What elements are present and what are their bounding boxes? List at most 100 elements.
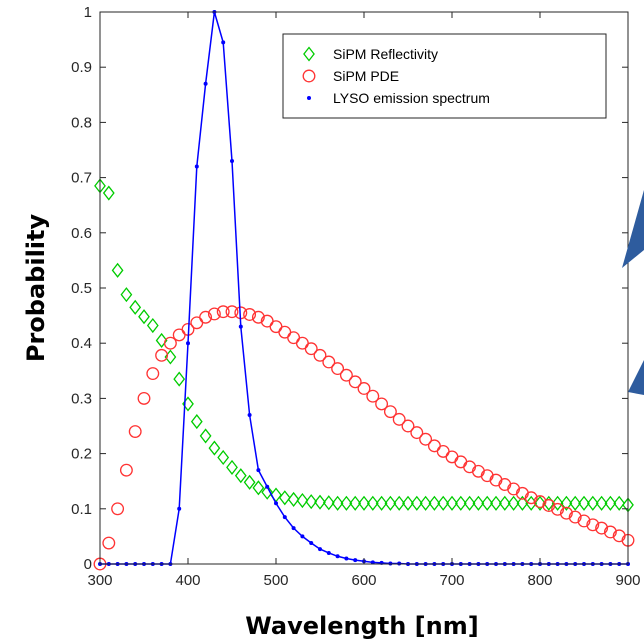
series-3-point bbox=[265, 484, 270, 489]
series-1-point bbox=[454, 495, 467, 511]
series-1-point bbox=[437, 495, 450, 511]
x-tick-label: 700 bbox=[439, 572, 464, 589]
series-2-point bbox=[111, 502, 125, 516]
series-1-point bbox=[410, 495, 423, 511]
y-tick-label: 0.2 bbox=[71, 446, 92, 463]
series-2-point bbox=[595, 521, 609, 535]
series-1-point bbox=[446, 495, 458, 511]
series-1-point bbox=[613, 495, 626, 511]
series-3-point bbox=[309, 541, 314, 546]
series-2-point bbox=[331, 362, 345, 376]
series-1-point bbox=[146, 317, 159, 334]
y-tick-label: 0.7 bbox=[71, 170, 92, 187]
series-3-point bbox=[300, 534, 305, 539]
series-1-point bbox=[296, 492, 309, 509]
series-3-point bbox=[203, 81, 208, 86]
series-1-point bbox=[314, 494, 326, 510]
series-1-point bbox=[199, 428, 212, 444]
series-1-point bbox=[569, 495, 582, 511]
series-2-point bbox=[507, 482, 521, 496]
legend-entry: SiPM Reflectivity bbox=[303, 46, 438, 62]
series-1-point bbox=[551, 495, 564, 511]
series-3-point bbox=[344, 556, 349, 561]
series-1-point bbox=[155, 332, 168, 348]
series-1-point bbox=[252, 480, 265, 496]
series-3-point bbox=[230, 159, 234, 164]
series-2-point bbox=[322, 355, 336, 369]
series-1-point bbox=[490, 495, 502, 511]
partial-shape-lower bbox=[628, 360, 644, 395]
series-2-point bbox=[216, 305, 230, 319]
legend-label: SiPM Reflectivity bbox=[333, 46, 438, 62]
series-1-point bbox=[173, 371, 186, 387]
series-1-point bbox=[419, 495, 432, 511]
legend-entry: LYSO emission spectrum bbox=[307, 90, 490, 106]
legend-label: SiPM PDE bbox=[333, 68, 399, 84]
series-3-point bbox=[238, 324, 243, 329]
series-2-point bbox=[524, 491, 538, 505]
series-1-point bbox=[358, 495, 370, 511]
series-1-point bbox=[402, 495, 414, 511]
legend-marker bbox=[303, 46, 315, 62]
legend-entry: SiPM PDE bbox=[302, 68, 399, 84]
x-tick-label: 600 bbox=[351, 572, 376, 589]
y-tick-label: 0 bbox=[84, 556, 92, 573]
series-2-point bbox=[225, 305, 239, 319]
series-1-point bbox=[102, 185, 115, 201]
series-2-point bbox=[586, 518, 600, 532]
series-1-point bbox=[349, 495, 362, 511]
series-2-point bbox=[155, 348, 169, 362]
series-2-point bbox=[146, 367, 160, 381]
series-1-point bbox=[129, 299, 142, 315]
series-2-point bbox=[577, 514, 591, 528]
series-1-point bbox=[428, 495, 441, 511]
series-2-point bbox=[471, 464, 485, 478]
series-2-point bbox=[243, 308, 257, 321]
series-3-point bbox=[291, 526, 296, 531]
series-2-point bbox=[568, 510, 582, 524]
series-2-point bbox=[287, 331, 301, 345]
series-1-point bbox=[243, 474, 256, 490]
series-2-point bbox=[427, 439, 441, 453]
series-3-point bbox=[397, 561, 402, 566]
series-2-point bbox=[559, 506, 573, 520]
series-1-point bbox=[498, 495, 511, 511]
series-1-point bbox=[287, 491, 300, 507]
series-3-point bbox=[282, 515, 287, 520]
series-2-point bbox=[410, 426, 424, 440]
x-tick-label: 500 bbox=[263, 572, 288, 589]
series-2-point bbox=[463, 460, 477, 474]
series-2-point bbox=[383, 405, 397, 419]
series-2-point bbox=[119, 463, 133, 477]
series-1-point bbox=[604, 495, 617, 511]
series-2-point bbox=[401, 419, 415, 433]
series-1 bbox=[94, 178, 634, 513]
series-1-point bbox=[560, 495, 573, 511]
series-1-point bbox=[120, 287, 133, 303]
y-tick-label: 1 bbox=[84, 4, 92, 21]
series-2-point bbox=[269, 320, 283, 334]
series-2-point bbox=[199, 310, 213, 324]
legend-box bbox=[282, 33, 607, 119]
series-1-point bbox=[578, 495, 590, 511]
series-2-point bbox=[163, 336, 177, 350]
series-1-point bbox=[278, 490, 291, 506]
series-2-point bbox=[295, 336, 309, 350]
series-1-point bbox=[384, 495, 397, 511]
legend-marker bbox=[302, 69, 316, 83]
series-2-point bbox=[128, 425, 142, 438]
y-tick-label: 0.6 bbox=[71, 225, 92, 242]
series-1-point bbox=[507, 495, 520, 511]
series-1-point bbox=[463, 495, 476, 511]
series-2-point bbox=[251, 310, 265, 324]
series-1-point bbox=[208, 440, 221, 456]
series-3-point bbox=[247, 412, 252, 417]
series-1-point bbox=[190, 414, 203, 430]
series-2-point bbox=[375, 397, 389, 411]
series-2-point bbox=[207, 307, 221, 321]
series-1-point bbox=[138, 309, 150, 325]
series-1-point bbox=[393, 495, 406, 511]
series-3-point bbox=[194, 164, 199, 169]
series-1-point bbox=[111, 262, 124, 278]
series-2-point bbox=[445, 450, 459, 464]
